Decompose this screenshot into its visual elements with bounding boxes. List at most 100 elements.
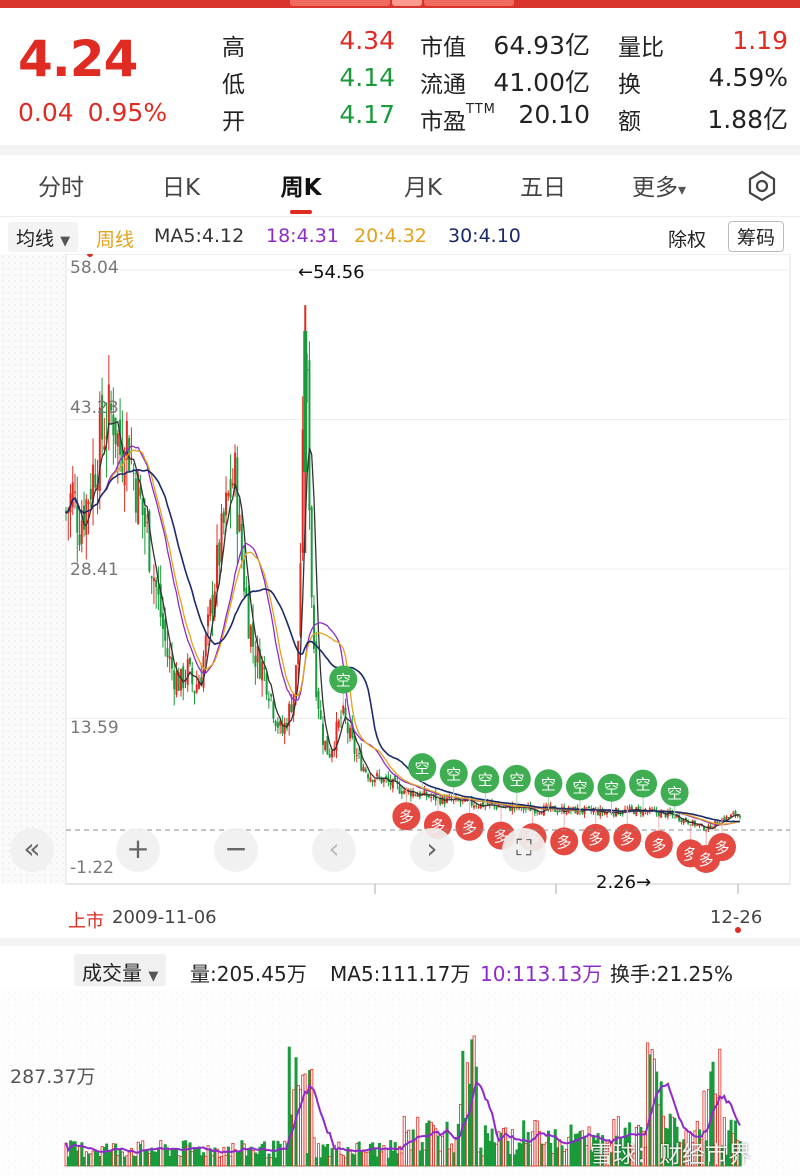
zoom-in-button[interactable]: + (116, 828, 160, 872)
volume-bar (628, 1122, 632, 1167)
sell-marker: 空 (471, 765, 500, 806)
candle-body (107, 384, 110, 426)
volume-chart[interactable] (0, 990, 800, 1176)
candle-body (646, 811, 649, 813)
sell-marker-bubble (329, 665, 358, 694)
candle-body (696, 824, 699, 826)
scroll-next-button[interactable]: › (410, 828, 454, 872)
candle-body (200, 677, 203, 684)
candle-body (319, 710, 322, 719)
section-gap (0, 938, 800, 946)
zoom-out-button[interactable]: − (214, 828, 258, 872)
candle-body (191, 668, 194, 685)
tab-five-day[interactable]: 五日 (520, 175, 566, 201)
buy-marker-bubble (707, 833, 736, 862)
y-label: 28.41 (70, 560, 119, 580)
candle-body (292, 693, 295, 716)
candle-body (193, 691, 196, 694)
candle-body (511, 805, 514, 811)
buy-marker-bubble (581, 823, 610, 852)
y-label: -1.22 (70, 858, 114, 878)
buy-marker-label: 多 (699, 851, 714, 869)
volume-bar (271, 1140, 275, 1167)
label-float-cap: 流通 (420, 72, 466, 98)
tab-weekly-k[interactable]: 周K (280, 175, 322, 201)
chevron-down-icon: ▾ (677, 180, 687, 199)
buy-marker: 多 (455, 798, 484, 841)
candle-body (430, 797, 433, 799)
ma-selector-dropdown[interactable]: 均线 ▼ (8, 222, 79, 252)
candle-body (294, 665, 297, 697)
candle-body (353, 735, 356, 754)
tab-more[interactable]: 更多▾ (604, 168, 714, 202)
volume-selector-label: 成交量 (82, 961, 142, 985)
ex-rights-toggle[interactable]: 除权 (668, 229, 707, 251)
volume-selector-dropdown[interactable]: 成交量 ▼ (74, 954, 167, 986)
candle-body (326, 736, 329, 755)
candle-body (367, 774, 370, 779)
price-change: 0.04 0.95% (18, 98, 181, 127)
sell-marker-bubble (439, 759, 468, 788)
candle-body (164, 619, 167, 641)
hexagon-settings-icon (748, 170, 776, 202)
candle-body (477, 806, 480, 808)
scroll-prev-button[interactable]: ‹ (312, 828, 356, 872)
fullscreen-button[interactable]: ⛶ (502, 828, 546, 872)
candle-body (504, 805, 507, 807)
candle-body (482, 801, 485, 807)
candle-body (202, 656, 205, 688)
label-low: 低 (222, 72, 245, 98)
low-note: 2.26→ (596, 872, 652, 893)
candle-body (146, 521, 149, 523)
candle-body (369, 777, 372, 782)
listing-label: 上市 (68, 911, 104, 932)
sell-marker-bubble (597, 773, 626, 802)
buy-marker-label: 多 (588, 830, 603, 848)
sell-marker-bubble (471, 765, 500, 794)
candle-body (351, 722, 354, 738)
candle-body (252, 622, 255, 647)
candle-body (263, 667, 266, 670)
candle-body (89, 488, 92, 500)
sell-marker: 空 (502, 764, 531, 805)
candle-body (324, 740, 327, 750)
volume-bar (303, 1073, 307, 1167)
candle-body (159, 584, 162, 618)
candle-body (576, 808, 579, 815)
tab-daily-k[interactable]: 日K (161, 175, 201, 201)
value-amount: 1.88亿 (707, 105, 788, 134)
sell-marker: 空 (534, 769, 563, 810)
candle-body (414, 794, 417, 796)
tab-intraday[interactable]: 分时 (38, 175, 84, 201)
candle-body (657, 812, 660, 817)
candle-body (247, 594, 250, 639)
buy-marker: 多 (707, 819, 736, 862)
candle-body (723, 817, 726, 821)
sell-marker: 空 (329, 665, 358, 706)
label-amount: 额 (618, 109, 641, 135)
pe-label-text: 市盈 (420, 109, 466, 135)
volume-bar (506, 1140, 510, 1167)
candle-body (682, 819, 685, 824)
candle-body (290, 704, 293, 712)
candle-body (69, 493, 72, 513)
candle-body (71, 482, 74, 508)
candle-body (321, 724, 324, 745)
candle-body (141, 498, 144, 516)
kline-chart[interactable]: 空多空多空多空多空多空多空多空多空多空多多多 (0, 254, 800, 944)
candle-body (630, 806, 633, 810)
tab-monthly-k[interactable]: 月K (403, 175, 443, 201)
candle-body (698, 825, 701, 827)
chart-settings-button[interactable] (742, 166, 782, 206)
candle-body (175, 672, 178, 695)
volume-bar (262, 1141, 266, 1167)
candle-body (373, 779, 376, 783)
value-pe: 20.10 (518, 100, 590, 129)
candle-body (281, 723, 284, 734)
scroll-left-fast-button[interactable]: « (10, 828, 54, 872)
candle-body (358, 752, 361, 754)
candle-body (249, 625, 252, 647)
chips-button[interactable]: 筹码 (728, 221, 785, 252)
sell-marker: 空 (597, 773, 626, 814)
candle-body (148, 511, 151, 572)
